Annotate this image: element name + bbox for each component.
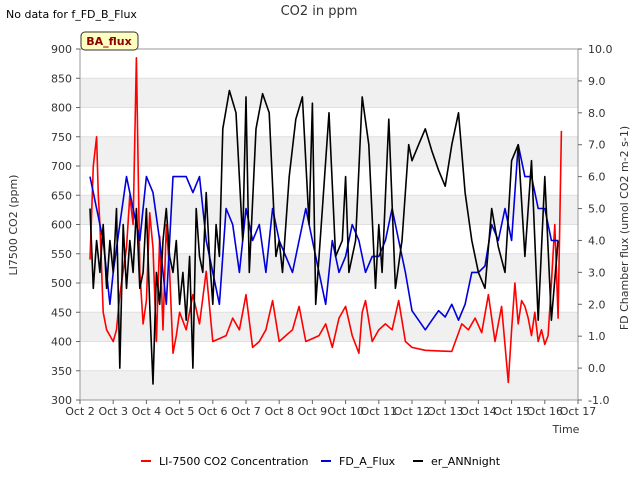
x-tick-label: Oct 9 xyxy=(298,405,328,418)
y-tick-label: 300 xyxy=(51,394,72,407)
legend-label: LI-7500 CO2 Concentration xyxy=(159,455,309,468)
y2-tick-label: -1.0 xyxy=(588,394,609,407)
x-tick-label: Oct 5 xyxy=(165,405,195,418)
y2-tick-label: 8.0 xyxy=(588,107,606,120)
y-tick-label: 850 xyxy=(51,72,72,85)
y-tick-label: 750 xyxy=(51,131,72,144)
series-line-1 xyxy=(89,143,559,331)
y-tick-label: 700 xyxy=(51,160,72,173)
y-tick-label: 400 xyxy=(51,336,72,349)
x-tick-label: Oct 16 xyxy=(527,405,564,418)
x-tick-label: Oct 13 xyxy=(427,405,464,418)
series-group xyxy=(89,56,563,385)
y2-axis-label: FD Chamber flux (umol CO2 m-2 s-1) xyxy=(618,126,631,330)
y-axis-label: LI7500 CO2 (ppm) xyxy=(7,175,20,276)
x-tick-label: Oct 7 xyxy=(231,405,261,418)
y2-tick-label: 10.0 xyxy=(588,43,613,56)
y-axis-right: -1.0 0.0 1.0 2.0 3.0 4.0 5.0 6.0 7.0 8.0 9.0 10.0 xyxy=(578,43,613,407)
legend-label: FD_A_Flux xyxy=(339,455,396,468)
ba-flux-tag-label: BA_flux xyxy=(86,35,131,48)
y-tick-label: 600 xyxy=(51,219,72,232)
x-tick-label: Oct 4 xyxy=(132,405,162,418)
chart-title: CO2 in ppm xyxy=(281,4,358,19)
y2-tick-label: 6.0 xyxy=(588,171,606,184)
grid-band xyxy=(80,136,578,166)
y-tick-label: 800 xyxy=(51,102,72,115)
corner-note: No data for f_FD_B_Flux xyxy=(6,8,137,21)
y-tick-label: 650 xyxy=(51,189,72,202)
y2-tick-label: 1.0 xyxy=(588,330,606,343)
grid-band xyxy=(80,195,578,225)
y2-tick-label: 5.0 xyxy=(588,203,606,216)
x-tick-label: Oct 3 xyxy=(98,405,128,418)
y2-tick-label: 4.0 xyxy=(588,234,606,247)
x-tick-label: Oct 8 xyxy=(264,405,294,418)
grid-band xyxy=(80,370,578,400)
y-axis-left: 300 350 400 450 500 550 600 650 700 750 800 850 900 xyxy=(51,43,80,407)
y2-tick-label: 3.0 xyxy=(588,266,606,279)
x-axis-label: Time xyxy=(552,423,580,436)
x-tick-label: Oct 6 xyxy=(198,405,228,418)
x-tick-label: Oct 10 xyxy=(327,405,364,418)
y-tick-label: 350 xyxy=(51,365,72,378)
y-tick-label: 550 xyxy=(51,248,72,261)
y2-tick-label: 7.0 xyxy=(588,139,606,152)
x-tick-label: Oct 15 xyxy=(493,405,530,418)
x-axis: Oct 2 Oct 3 Oct 4 Oct 5 Oct 6 Oct 7 Oct 8 Oct 9… xyxy=(65,400,596,418)
series-line-2 xyxy=(89,89,559,385)
y2-tick-label: 9.0 xyxy=(588,75,606,88)
ba-flux-tag: BA_flux xyxy=(80,31,139,51)
y-tick-label: 500 xyxy=(51,277,72,290)
y-tick-label: 900 xyxy=(51,43,72,56)
grid-band xyxy=(80,78,578,108)
y2-tick-label: 2.0 xyxy=(588,298,606,311)
x-tick-label: Oct 2 xyxy=(65,405,95,418)
y-tick-label: 450 xyxy=(51,306,72,319)
x-tick-label: Oct 12 xyxy=(394,405,431,418)
legend-label: er_ANNnight xyxy=(431,455,501,468)
y2-tick-label: 0.0 xyxy=(588,362,606,375)
legend: LI-7500 CO2 Concentration FD_A_Flux er_ANN… xyxy=(141,455,501,468)
x-tick-label: Oct 17 xyxy=(560,405,597,418)
x-tick-label: Oct 14 xyxy=(460,405,497,418)
x-tick-label: Oct 11 xyxy=(361,405,398,418)
